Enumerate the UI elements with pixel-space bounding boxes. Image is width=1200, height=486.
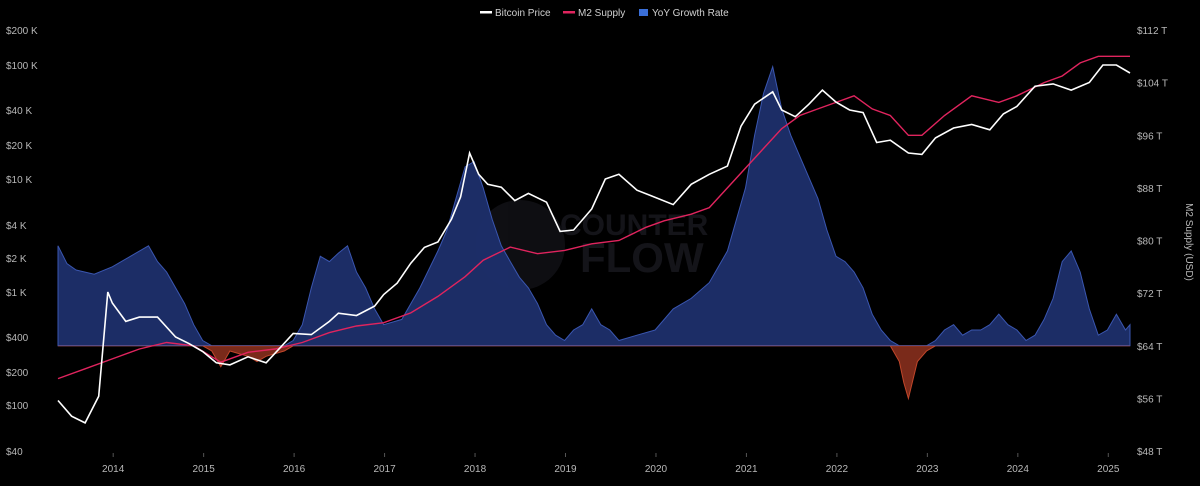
x-tick-label: 2025 xyxy=(1097,464,1120,475)
right-tick-label: $112 T xyxy=(1137,26,1167,37)
x-tick-label: 2020 xyxy=(645,464,668,475)
right-tick-label: $104 T xyxy=(1137,79,1168,90)
right-axis-title: M2 Supply (USD) xyxy=(1183,203,1194,281)
left-tick-label: $40 K xyxy=(6,106,32,117)
series-lines xyxy=(57,55,1131,424)
x-tick-label: 2022 xyxy=(826,464,849,475)
left-tick-label: $200 K xyxy=(6,26,38,37)
legend-swatch-bitcoin xyxy=(480,11,492,14)
legend-item-m2[interactable]: M2 Supply xyxy=(563,8,625,19)
left-tick-label: $100 xyxy=(6,401,29,412)
bitcoin-price-line xyxy=(57,64,1131,424)
right-axis: $112 T $104 T $96 T $88 T $80 T $72 T $64 T $56… xyxy=(1137,26,1168,458)
x-tick-label: 2015 xyxy=(193,464,216,475)
left-tick-label: $200 xyxy=(6,368,29,379)
right-tick-label: $80 T xyxy=(1137,237,1162,248)
x-axis: 2014 2015 2016 2017 2018 2019 2020 2021 2022 2023… xyxy=(102,453,1120,475)
m2-supply-line xyxy=(57,55,1130,380)
legend-item-bitcoin[interactable]: Bitcoin Price xyxy=(480,8,551,19)
right-tick-label: $96 T xyxy=(1137,131,1162,142)
right-tick-label: $72 T xyxy=(1137,289,1162,300)
left-tick-label: $400 xyxy=(6,333,29,344)
x-tick-label: 2014 xyxy=(102,464,125,475)
left-tick-label: $2 K xyxy=(6,254,27,265)
x-tick-label: 2017 xyxy=(373,464,396,475)
left-tick-label: $100 K xyxy=(6,61,38,72)
legend-item-yoy[interactable]: YoY Growth Rate xyxy=(639,8,729,19)
x-tick-label: 2023 xyxy=(916,464,939,475)
right-tick-label: $64 T xyxy=(1137,342,1162,353)
legend-label-m2: M2 Supply xyxy=(578,8,625,19)
yoy-positive-area xyxy=(57,64,1131,347)
legend-swatch-yoy xyxy=(639,9,648,16)
watermark-line1: COUNTER xyxy=(560,209,709,242)
left-tick-label: $4 K xyxy=(6,221,27,232)
yoy-growth-area xyxy=(57,64,1131,401)
legend-label-yoy: YoY Growth Rate xyxy=(652,8,729,19)
x-tick-label: 2018 xyxy=(464,464,487,475)
legend-label-bitcoin: Bitcoin Price xyxy=(495,8,551,19)
left-tick-label: $10 K xyxy=(6,175,32,186)
yoy-negative-area xyxy=(58,345,1130,401)
watermark-line2: FLOW xyxy=(580,234,704,281)
x-tick-label: 2021 xyxy=(735,464,758,475)
x-tick-label: 2019 xyxy=(554,464,577,475)
x-tick-label: 2024 xyxy=(1007,464,1030,475)
left-tick-label: $20 K xyxy=(6,141,32,152)
x-tick-label: 2016 xyxy=(283,464,306,475)
left-tick-label: $40 xyxy=(6,447,23,458)
legend: Bitcoin Price M2 Supply YoY Growth Rate xyxy=(480,8,729,19)
legend-swatch-m2 xyxy=(563,11,575,14)
right-tick-label: $48 T xyxy=(1137,447,1162,458)
left-tick-label: $1 K xyxy=(6,288,27,299)
right-tick-label: $56 T xyxy=(1137,394,1162,405)
right-tick-label: $88 T xyxy=(1137,184,1162,195)
left-axis: $200 K $100 K $40 K $20 K $10 K $4 K $2 K $1 K $… xyxy=(6,26,38,458)
